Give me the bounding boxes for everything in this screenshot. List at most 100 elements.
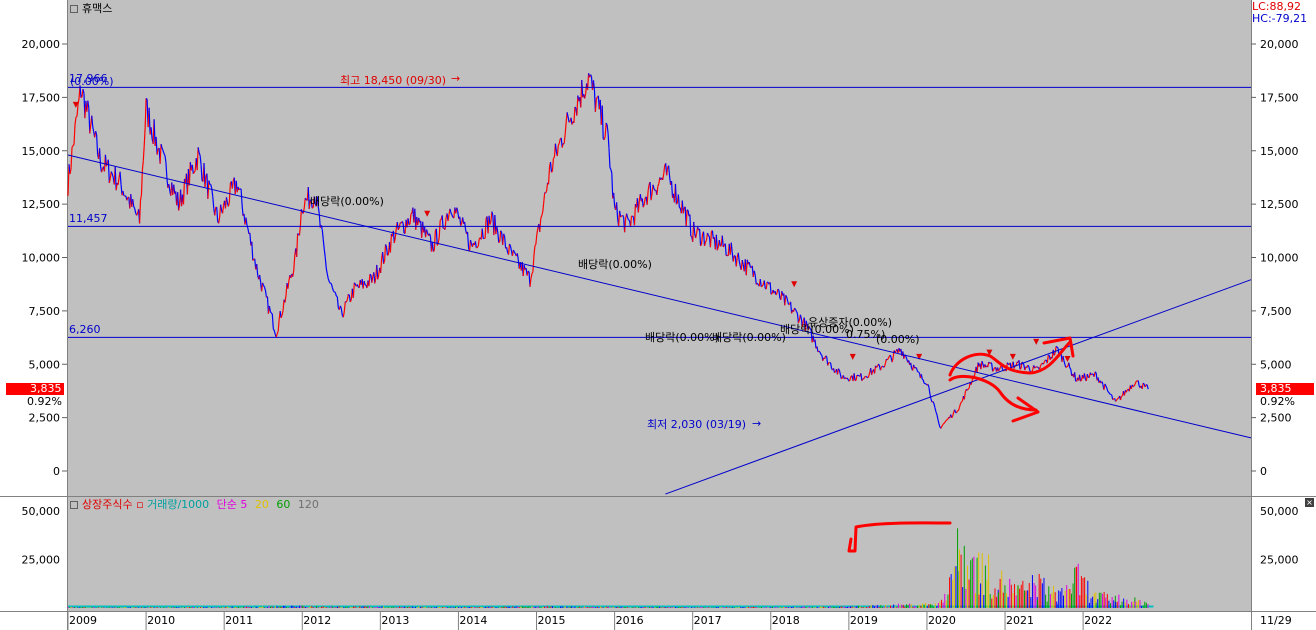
price-segment-up [371, 276, 374, 283]
price-segment-up [380, 258, 383, 273]
volume-checkbox-icon[interactable] [70, 501, 78, 509]
price-segment-down [702, 231, 706, 247]
price-segment-up [576, 95, 579, 116]
price-tick-label-right: 10,000 [1260, 252, 1299, 265]
price-segment-down [707, 235, 710, 238]
price-segment-down [384, 244, 388, 248]
panel-close-icon[interactable]: × [1305, 498, 1314, 507]
price-segment-up [100, 168, 104, 173]
price-segment-down [481, 228, 484, 239]
price-segment-up [284, 295, 287, 303]
dividend-label-4: 배당락(0.00%) [712, 331, 786, 344]
price-tick-label-right: 2,500 [1260, 412, 1292, 425]
price-segment-up [550, 170, 553, 173]
price-tick-label-left: 5,000 [29, 358, 61, 371]
price-segment-down [932, 401, 935, 404]
price-segment-up [136, 212, 139, 216]
price-segment-down [348, 294, 351, 303]
price-segment-down [324, 257, 327, 269]
price-segment-up [374, 277, 377, 284]
scribble-down-curve [948, 375, 1038, 412]
price-segment-down [211, 188, 214, 197]
price-segment-up [735, 257, 738, 267]
price-segment-up [252, 258, 255, 261]
title-checkbox-icon[interactable] [70, 5, 78, 13]
price-segment-down [321, 229, 324, 240]
price-segment-up [963, 391, 966, 400]
price-segment-up [834, 371, 836, 374]
scribble-volume-line [847, 521, 952, 553]
year-tick-label: 2022 [1084, 614, 1112, 627]
legend-shares-marker: ▫ [136, 498, 144, 511]
price-segment-down [826, 356, 829, 366]
price-segment-down [889, 354, 892, 358]
price-segment-down [905, 356, 908, 360]
price-segment-down [1137, 380, 1140, 387]
price-segment-up [941, 424, 944, 427]
price-segment-up [1053, 352, 1056, 356]
dividend-label-1: 배당락(0.00%) [310, 195, 384, 208]
price-segment-down [613, 192, 616, 207]
price-segment-down [132, 199, 135, 207]
price-segment-up [1133, 383, 1136, 387]
price-segment-up [460, 222, 463, 227]
price-segment-up [745, 259, 748, 276]
price-segment-up [568, 121, 571, 123]
price-segment-up [383, 244, 387, 261]
price-segment-down [428, 233, 432, 237]
price-segment-up [292, 269, 295, 277]
price-segment-down [245, 217, 248, 226]
price-segment-up [468, 240, 472, 252]
price-segment-down [198, 152, 201, 156]
price-segment-up [543, 192, 546, 204]
price-segment-down [331, 287, 334, 291]
price-segment-down [724, 243, 727, 256]
price-segment-down [608, 148, 611, 168]
price-segment-down [316, 196, 319, 207]
price-segment-up [556, 145, 559, 157]
price-segment-up [139, 195, 143, 201]
price-segment-down [334, 292, 337, 297]
price-segment-down [401, 221, 404, 224]
price-segment-up [1039, 363, 1042, 367]
year-tick-label: 2014 [459, 614, 487, 627]
price-segment-up [551, 158, 555, 171]
price-segment-down [516, 253, 519, 260]
price-segment-up [277, 319, 280, 332]
price-segment-down [216, 207, 219, 222]
price-segment-down [689, 214, 692, 237]
price-segment-down [425, 229, 429, 233]
price-segment-down [1036, 366, 1038, 368]
pct-label-1: 0.75%) [846, 328, 886, 341]
price-segment-down [208, 180, 211, 185]
price-segment-up [637, 200, 640, 213]
price-segment-up [397, 227, 400, 231]
price-tick-label-left: 20,000 [22, 38, 61, 51]
price-segment-up [545, 190, 548, 194]
price-segment-down [256, 264, 259, 276]
year-tick-label: 2009 [69, 614, 97, 627]
price-segment-up [943, 421, 946, 424]
price-tick-label-left: 7,500 [29, 305, 61, 318]
price-segment-down [263, 285, 266, 288]
price-segment-down [706, 232, 710, 236]
price-segment-down [668, 165, 671, 177]
volume-legend[interactable]: 상장주식수 ▫ 거래량/1000 단순 5 20 60 120 [70, 499, 319, 511]
price-segment-down [910, 362, 913, 369]
chart-title[interactable]: 휴맥스 [70, 3, 112, 15]
price-segment-down [323, 249, 326, 258]
price-segment-up [596, 97, 598, 99]
volume-tick-label-left: 50,000 [22, 505, 61, 518]
price-segment-up [156, 148, 159, 155]
volume-tick-label-right: 25,000 [1260, 554, 1299, 567]
price-tick-label-left: 0 [53, 465, 60, 478]
price-segment-down [88, 108, 91, 134]
price-segment-up [992, 369, 995, 372]
price-segment-up [709, 231, 713, 248]
price-segment-up [855, 375, 858, 381]
hand-drawing-layer [847, 336, 1075, 553]
price-segment-down [1006, 362, 1009, 365]
price-segment-up [218, 217, 221, 224]
price-segment-down [160, 143, 163, 149]
price-segment-down [1028, 366, 1031, 371]
